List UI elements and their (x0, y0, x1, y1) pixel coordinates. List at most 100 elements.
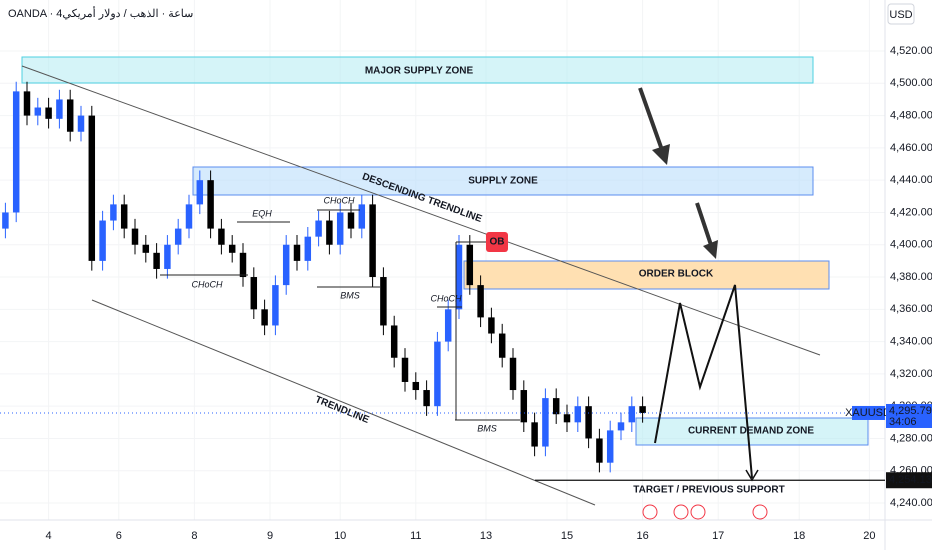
candle-body (2, 212, 9, 229)
arrow (638, 87, 664, 151)
y-tick-label: 4,500.000 (890, 77, 932, 89)
x-tick-label: 15 (561, 530, 573, 542)
candle-body (23, 91, 31, 116)
candle-body (639, 406, 646, 413)
supply-zone (192, 166, 814, 196)
candle-body (531, 422, 538, 447)
candle-body (66, 99, 74, 132)
target-label: TARGET / PREVIOUS SUPPORT (633, 485, 785, 496)
x-tick-label: 4 (46, 530, 52, 542)
candle-body (196, 180, 204, 205)
candle-body (12, 91, 20, 213)
zone-label: MAJOR SUPPLY ZONE (365, 66, 474, 77)
structure-label: EQH (252, 208, 272, 218)
y-tick-label: 4,420.000 (890, 206, 932, 218)
candle-body (628, 406, 636, 423)
zone-label: ORDER BLOCK (639, 269, 714, 280)
structure-label: CHoCH (430, 293, 462, 303)
candle-body (466, 244, 474, 286)
event-icon (673, 504, 689, 520)
demand-zone (635, 417, 869, 446)
y-tick-label: 4,280.000 (890, 432, 932, 444)
candle-body (455, 244, 463, 310)
candle-body (185, 204, 193, 229)
x-tick-label: 6 (116, 530, 122, 542)
y-tick-label: 4,440.000 (890, 174, 932, 186)
x-tick-label: 8 (191, 530, 197, 542)
y-tick-label: 4,360.000 (890, 303, 932, 315)
y-tick-label: 4,240.000 (890, 497, 932, 509)
candle-body (142, 244, 150, 253)
candle-body (250, 277, 258, 310)
candle-body (45, 107, 52, 119)
candle-body (293, 244, 301, 261)
candle-body (239, 252, 247, 278)
arrow (695, 202, 713, 246)
ob-marker (486, 232, 508, 252)
candle-body (228, 244, 236, 253)
currency: USD (889, 9, 912, 21)
candles (2, 81, 646, 473)
x-tick-label: 18 (793, 530, 805, 542)
structure-label: CHoCH (191, 279, 223, 289)
candle-body (596, 438, 603, 463)
projection-path (654, 284, 753, 479)
y-tick-label: 4,480.000 (890, 109, 932, 121)
candle-body (326, 220, 333, 245)
y-tick-label: 4,520.000 (890, 45, 932, 57)
candle-body (606, 430, 614, 463)
candle-body (164, 244, 171, 269)
structure-label: BMS (477, 423, 497, 433)
candle-body (261, 309, 268, 326)
candle-body (552, 398, 560, 415)
candle-body (617, 422, 625, 431)
candle-body (218, 228, 225, 245)
candle-body (412, 381, 420, 391)
candle-body (207, 180, 214, 229)
descending-trendline (21, 65, 821, 356)
symbol-box (852, 405, 885, 420)
candle-body (488, 317, 495, 334)
arrowhead (703, 240, 718, 259)
event-icon (642, 504, 658, 520)
order-block-zone (463, 260, 830, 290)
candle-body (174, 228, 182, 245)
candle-body (390, 325, 398, 358)
candle-body (423, 390, 430, 407)
structure-label: BMS (340, 290, 360, 300)
drawings (21, 65, 821, 506)
candle-body (282, 244, 290, 286)
candle-body (585, 406, 592, 439)
x-tick-label: 11 (410, 530, 421, 542)
candle-body (369, 204, 376, 278)
zone-label: CURRENT DEMAND ZONE (688, 426, 814, 437)
price-axis (885, 0, 932, 550)
price-box (886, 403, 932, 428)
candle-body (56, 99, 63, 119)
currency-box (887, 3, 915, 25)
x-tick-label: 9 (267, 530, 273, 542)
major-supply-zone (21, 56, 814, 84)
structure-label: CHoCH (323, 195, 355, 205)
candle-body (110, 204, 117, 221)
event-icon (752, 504, 768, 520)
target-price-label: 4,254.130 (889, 474, 932, 486)
y-tick-label: 4,340.000 (890, 336, 932, 348)
y-tick-label: 4,380.000 (890, 271, 932, 283)
candle-body (444, 309, 452, 342)
candle-body (34, 107, 42, 116)
candle-body (574, 406, 582, 423)
x-tick-label: 20 (863, 530, 875, 542)
zone-label: SUPPLY ZONE (468, 176, 538, 187)
candle-body (77, 115, 85, 132)
target-box (886, 472, 932, 489)
candle-body (272, 285, 279, 326)
chart-title: OANDA · 4ساعة · الذهب / دولار أمريكي (8, 6, 193, 20)
candle-body (304, 236, 312, 261)
candle-body (99, 220, 106, 261)
candle-body (434, 341, 441, 407)
lower-trendline (91, 299, 596, 506)
candle-body (131, 228, 139, 245)
candle-body (336, 212, 344, 245)
candle-body (509, 357, 517, 391)
